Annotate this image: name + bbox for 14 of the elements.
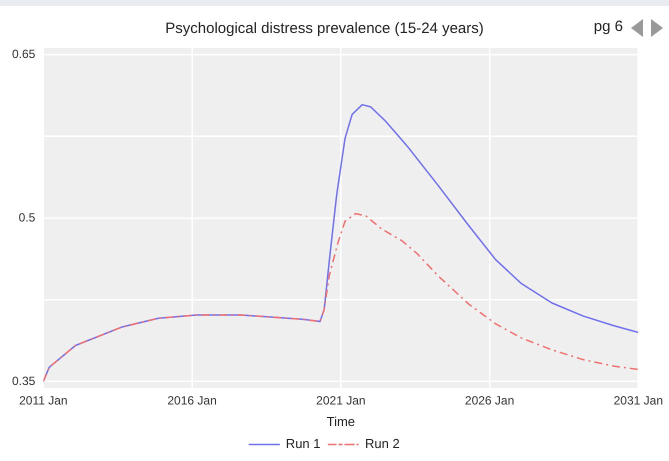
legend-label: Run 1 [286,436,321,452]
x-tick-label: 2026 Jan [464,394,514,408]
text: pg 6 [594,18,623,35]
x-tick-label: 2016 Jan [167,394,217,408]
x-tick-label: 2031 Jan [614,394,664,408]
y-tick-label: 0.35 [12,374,36,388]
chart-title: Psychological distress prevalence (15-24 years) [165,20,484,38]
y-tick-label: 0.5 [18,210,36,224]
x-tick-label: 2021 Jan [316,394,366,408]
y-tick-label: 0.65 [12,46,36,61]
line-series [43,212,638,382]
x-axis-title: Time [326,414,356,429]
legend-label: Run 2 [365,436,400,452]
x-tick-label: 2011 Jan [19,394,68,408]
